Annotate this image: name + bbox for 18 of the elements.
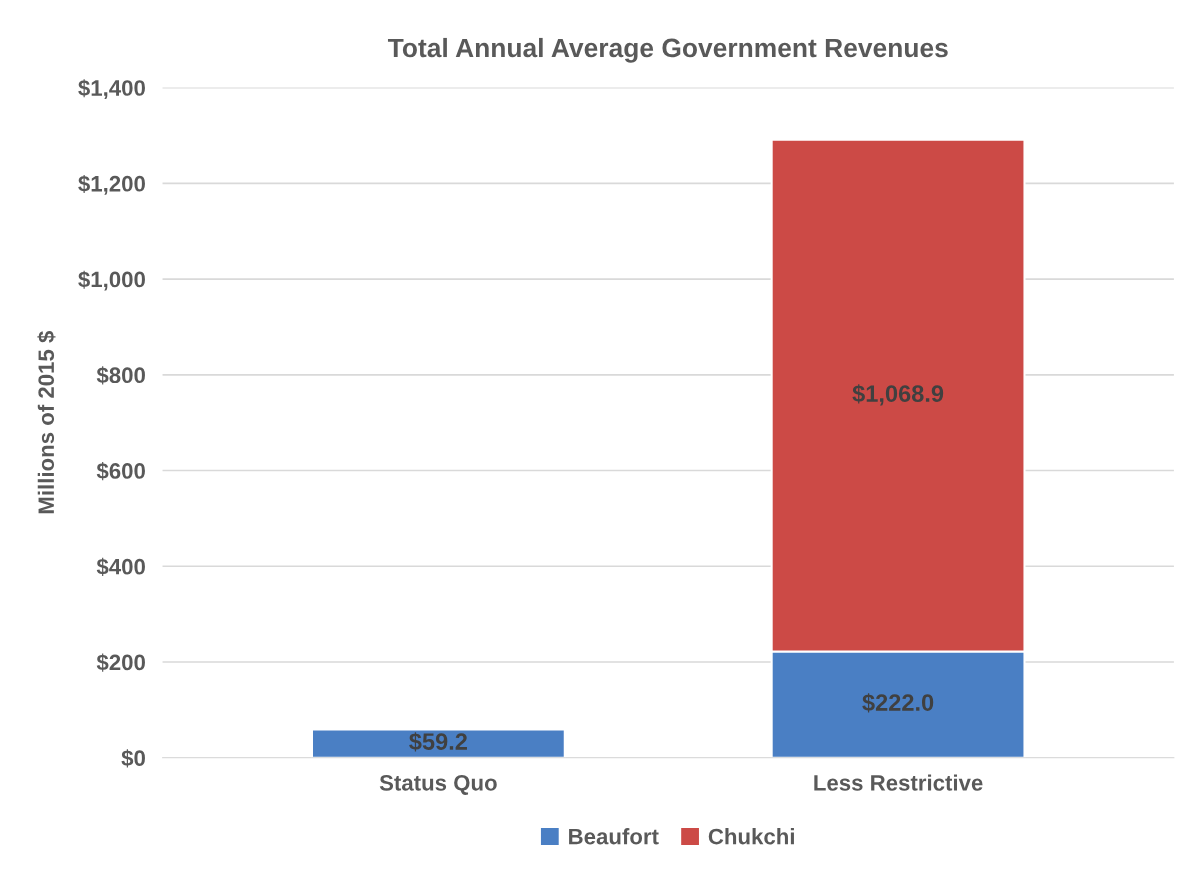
y-tick-label: $400	[96, 557, 145, 576]
legend-label: Beaufort	[569, 828, 659, 845]
data-label: $59.2	[409, 732, 467, 752]
y-tick-label: $800	[96, 366, 145, 385]
chart-title: Total Annual Average Government Revenues	[387, 37, 948, 63]
legend-label: Chukchi	[708, 828, 794, 845]
y-tick-label: $200	[96, 653, 145, 672]
y-axis-title: Millions of 2015 $	[37, 330, 56, 514]
bar	[310, 728, 566, 758]
y-tick-label: $1,000	[78, 270, 145, 291]
x-tick-label: Less Restrictive	[814, 774, 983, 791]
y-tick-label: $1,200	[78, 174, 145, 195]
data-label: $1,068.9	[852, 384, 944, 406]
x-tick-label: Status Quo	[379, 774, 497, 795]
y-tick-label: $600	[96, 462, 145, 481]
data-label: $222.0	[862, 693, 934, 713]
y-tick-label: $1,400	[78, 79, 145, 100]
y-tick-label: $0	[121, 749, 145, 768]
